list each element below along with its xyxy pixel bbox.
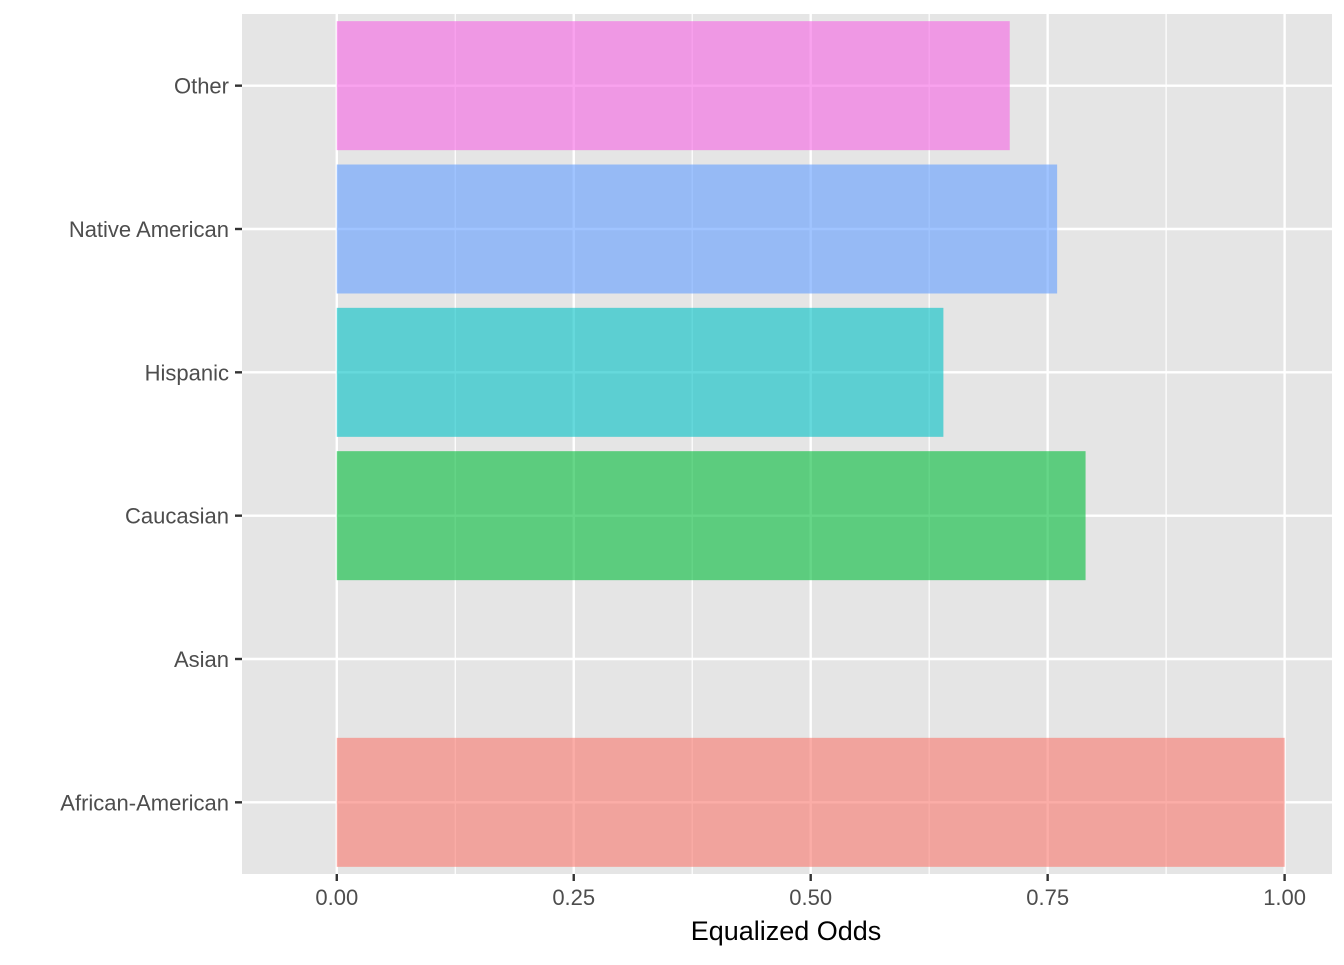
y-tick-label: Asian	[174, 647, 229, 672]
bar-other	[336, 21, 1010, 151]
y-tick-label: African-American	[60, 790, 229, 815]
minor-gridlines	[454, 14, 1167, 874]
x-tick-label: 0.00	[315, 885, 358, 910]
x-axis-title: Equalized Odds	[691, 916, 882, 946]
y-tick-label: Hispanic	[145, 360, 229, 385]
bar-native-american	[336, 164, 1058, 294]
y-tick-label: Native American	[69, 217, 229, 242]
bar-african-american	[336, 737, 1285, 867]
plot-panel	[242, 14, 1332, 874]
y-tick-label: Other	[174, 74, 229, 99]
x-axis: 0.00 0.25 0.50 0.75 1.00	[315, 874, 1306, 910]
x-tick-label: 0.25	[552, 885, 595, 910]
bar-caucasian	[336, 451, 1086, 581]
bars	[336, 21, 1285, 867]
y-tick-label: Caucasian	[125, 504, 229, 529]
bar-hispanic	[336, 307, 944, 437]
x-tick-label: 0.75	[1026, 885, 1069, 910]
x-tick-label: 1.00	[1263, 885, 1306, 910]
x-tick-label: 0.50	[789, 885, 832, 910]
y-axis: African-American Asian Caucasian Hispanic Na…	[60, 74, 242, 815]
